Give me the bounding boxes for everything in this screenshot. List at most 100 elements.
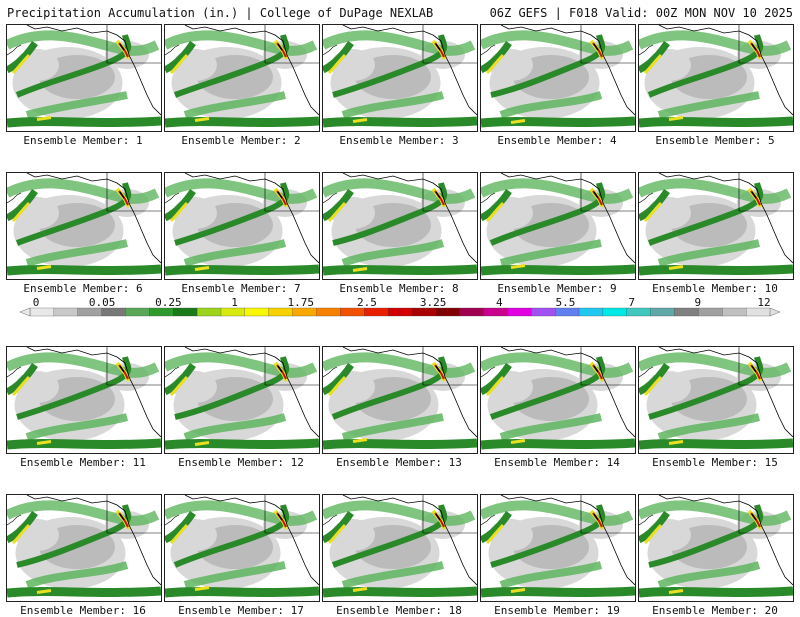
color-scale-tick: 0.25 xyxy=(155,296,182,309)
ensemble-member-label: Ensemble Member: 5 xyxy=(655,134,775,147)
precip-map xyxy=(481,25,635,131)
ensemble-map-panel xyxy=(322,172,478,280)
ensemble-member-label: Ensemble Member: 15 xyxy=(652,456,778,469)
color-scale-swatch xyxy=(674,307,699,317)
ensemble-member-label: Ensemble Member: 18 xyxy=(336,604,462,617)
color-scale-swatch xyxy=(173,307,198,317)
ensemble-map-panel xyxy=(480,346,636,454)
color-scale-swatch xyxy=(125,307,150,317)
ensemble-member-label: Ensemble Member: 7 xyxy=(181,282,301,295)
color-scale-max-arrow xyxy=(769,307,781,317)
color-scale-tick: 0.05 xyxy=(88,296,116,309)
color-scale-swatch xyxy=(387,307,413,317)
precip-map xyxy=(639,25,793,131)
map-title: Precipitation Accumulation (in.) | Colle… xyxy=(7,6,434,20)
color-scale-swatch xyxy=(101,307,126,317)
ensemble-member-label: Ensemble Member: 17 xyxy=(178,604,304,617)
precip-map xyxy=(639,495,793,601)
color-scale-swatch xyxy=(149,307,174,317)
ensemble-member-label: Ensemble Member: 8 xyxy=(339,282,459,295)
ensemble-map-panel xyxy=(164,24,320,132)
ensemble-member-label: Ensemble Member: 2 xyxy=(181,134,301,147)
color-scale-swatch xyxy=(220,307,246,317)
ensemble-member-label: Ensemble Member: 1 xyxy=(23,134,143,147)
color-scale-swatch xyxy=(745,307,771,317)
precip-map xyxy=(7,495,161,601)
precip-map xyxy=(323,25,477,131)
color-scale: 0 0.05 0.25 1 1.75 2.5 3.25 4 5.5 7 9 12 xyxy=(0,296,800,322)
precip-map xyxy=(165,495,319,601)
ensemble-member-label: Ensemble Member: 9 xyxy=(497,282,617,295)
color-scale-swatch xyxy=(340,307,365,317)
color-scale-swatch xyxy=(292,307,317,317)
color-scale-min-arrow xyxy=(19,307,31,317)
ensemble-map-panel xyxy=(164,172,320,280)
ensemble-map-panel xyxy=(480,172,636,280)
ensemble-member-label: Ensemble Member: 14 xyxy=(494,456,620,469)
precip-map xyxy=(323,347,477,453)
color-scale-swatch xyxy=(507,307,532,317)
precip-map xyxy=(165,173,319,279)
precip-map xyxy=(323,173,477,279)
color-scale-swatch xyxy=(578,307,604,317)
color-scale-swatch xyxy=(459,307,484,317)
color-scale-tick: 5.5 xyxy=(555,296,576,309)
color-scale-swatch xyxy=(244,307,270,317)
ensemble-map-panel xyxy=(164,494,320,602)
ensemble-member-label: Ensemble Member: 3 xyxy=(339,134,459,147)
color-scale-swatch xyxy=(626,307,652,317)
ensemble-map-panel xyxy=(638,494,794,602)
color-scale-swatch xyxy=(435,307,461,317)
ensemble-member-label: Ensemble Member: 13 xyxy=(336,456,462,469)
ensemble-member-label: Ensemble Member: 4 xyxy=(497,134,617,147)
ensemble-map-panel xyxy=(480,24,636,132)
ensemble-map-panel xyxy=(6,24,162,132)
ensemble-map-panel xyxy=(638,172,794,280)
ensemble-map-panel xyxy=(6,346,162,454)
ensemble-map-panel xyxy=(322,24,478,132)
color-scale-tick: 2.5 xyxy=(356,296,377,309)
color-scale-swatch xyxy=(698,307,723,317)
color-scale-swatch xyxy=(316,307,341,317)
color-scale-tick: 1 xyxy=(231,296,238,309)
color-scale-swatch xyxy=(531,307,556,317)
ensemble-member-label: Ensemble Member: 11 xyxy=(20,456,146,469)
precip-map xyxy=(639,173,793,279)
ensemble-map-panel xyxy=(322,494,478,602)
color-scale-tick: 12 xyxy=(757,296,771,309)
color-scale-swatch xyxy=(196,307,222,317)
color-scale-swatch xyxy=(602,307,628,317)
color-scale-swatch xyxy=(268,307,294,317)
ensemble-map-panel xyxy=(480,494,636,602)
ensemble-map-panel xyxy=(638,24,794,132)
ensemble-map-panel xyxy=(638,346,794,454)
ensemble-member-label: Ensemble Member: 6 xyxy=(23,282,143,295)
color-scale-swatch xyxy=(364,307,389,317)
color-scale-tick: 3.25 xyxy=(419,296,447,309)
color-scale-swatch xyxy=(555,307,580,317)
color-scale-tick: 9 xyxy=(694,296,702,309)
ensemble-member-label: Ensemble Member: 16 xyxy=(20,604,146,617)
color-scale-swatch xyxy=(77,307,103,317)
ensemble-map-panel xyxy=(6,494,162,602)
precip-map xyxy=(481,495,635,601)
ensemble-member-label: Ensemble Member: 12 xyxy=(178,456,304,469)
color-scale-tick: 1.75 xyxy=(287,296,314,309)
precip-map xyxy=(481,173,635,279)
precip-map xyxy=(323,495,477,601)
color-scale-swatch xyxy=(650,307,675,317)
color-scale-swatch xyxy=(29,307,55,317)
color-scale-swatch xyxy=(411,307,437,317)
precip-map xyxy=(7,25,161,131)
color-scale-tick: 7 xyxy=(628,296,635,309)
color-scale-swatch xyxy=(722,307,747,317)
precip-map xyxy=(165,25,319,131)
color-scale-tick: 4 xyxy=(495,296,503,309)
ensemble-member-label: Ensemble Member: 20 xyxy=(652,604,778,617)
ensemble-member-label: Ensemble Member: 10 xyxy=(652,282,778,295)
color-scale-strip xyxy=(19,307,781,317)
precip-map xyxy=(481,347,635,453)
ensemble-map-panel xyxy=(322,346,478,454)
run-info: 06Z GEFS | F018 Valid: 00Z MON NOV 10 20… xyxy=(489,6,793,20)
precip-map xyxy=(7,173,161,279)
